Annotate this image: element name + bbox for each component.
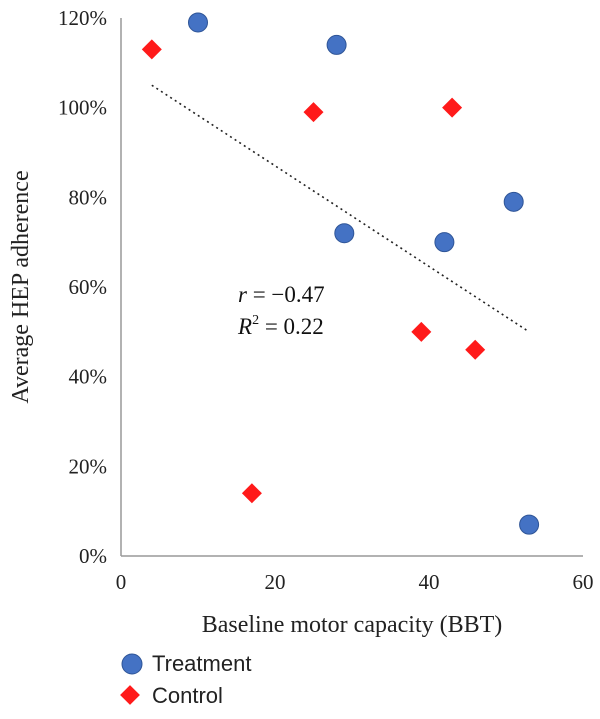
axes xyxy=(120,18,583,557)
treatment-point xyxy=(188,12,208,33)
legend-control-label: Control xyxy=(152,683,223,708)
y-tick-label: 60% xyxy=(69,275,108,299)
y-tick-label: 120% xyxy=(58,6,107,30)
control-point xyxy=(411,321,432,342)
trendline-group xyxy=(151,84,530,333)
control-point xyxy=(303,102,324,123)
y-axis-title: Average HEP adherence xyxy=(8,170,34,403)
x-tick-label: 20 xyxy=(265,570,286,594)
y-tick-label: 100% xyxy=(58,96,107,120)
x-tick-label: 60 xyxy=(573,570,594,594)
y-tick-label: 0% xyxy=(79,544,107,568)
treatment-point xyxy=(519,514,540,535)
control-point xyxy=(241,483,262,504)
legend-treatment-label: Treatment xyxy=(152,651,251,676)
x-tick-label: 40 xyxy=(419,570,440,594)
r2-annotation: R2 = 0.22 xyxy=(237,313,324,339)
treatment-point xyxy=(503,191,524,212)
legend-control-marker xyxy=(120,685,140,705)
treatment-point xyxy=(326,34,347,55)
y-tick-label: 40% xyxy=(69,365,108,389)
trendline xyxy=(151,84,530,333)
data-points xyxy=(141,12,540,535)
treatment-point xyxy=(434,232,455,253)
x-axis-title: Baseline motor capacity (BBT) xyxy=(202,612,503,638)
tick-labels: 0 20 40 60 0% 20% 40% 60% 80% 100% 120% xyxy=(58,6,594,594)
legend-treatment-marker xyxy=(121,653,143,675)
legend: Treatment Control xyxy=(120,651,251,708)
r-annotation: r = −0.47 xyxy=(238,282,325,307)
y-tick-label: 20% xyxy=(69,454,108,478)
y-tick-label: 80% xyxy=(69,185,108,209)
x-tick-label: 0 xyxy=(116,570,127,594)
control-point xyxy=(442,97,463,118)
control-point xyxy=(141,39,162,60)
treatment-point xyxy=(334,223,355,244)
control-point xyxy=(465,339,486,360)
